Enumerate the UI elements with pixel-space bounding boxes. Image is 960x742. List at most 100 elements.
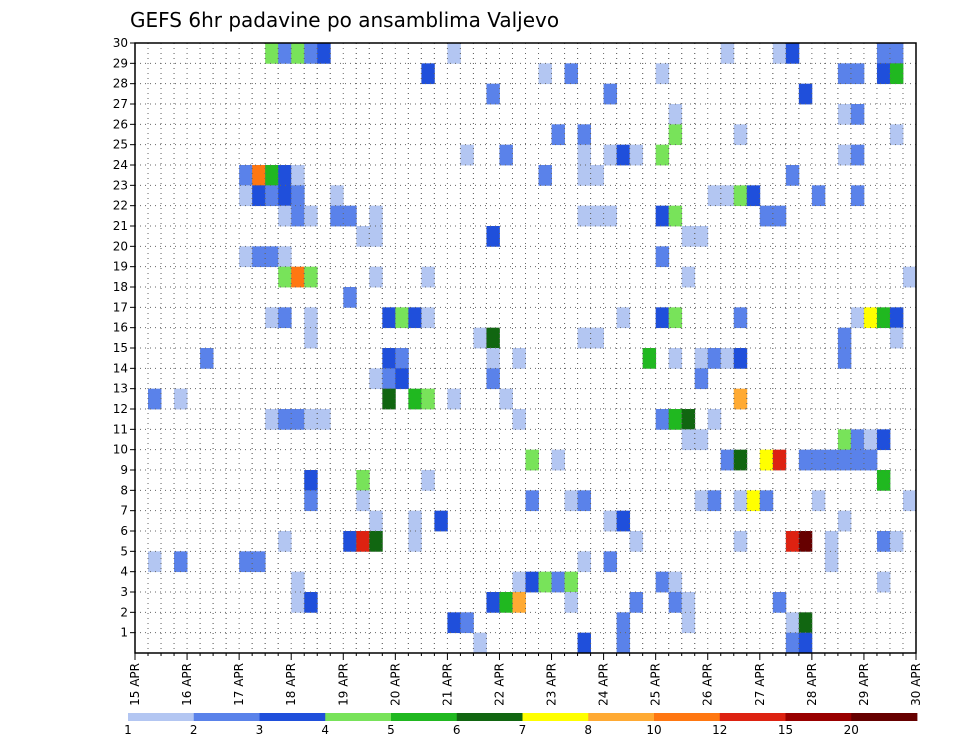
heatmap-cell	[252, 185, 266, 207]
heatmap-cell	[343, 205, 357, 227]
colorbar-swatch	[654, 713, 721, 721]
heatmap-cell	[694, 429, 709, 451]
y-tick-label: 19	[113, 260, 128, 274]
heatmap-cell	[265, 246, 279, 268]
x-tick-label: 16 APR	[180, 663, 194, 706]
heatmap-cell	[668, 205, 683, 227]
heatmap-cell	[421, 307, 435, 329]
x-tick-label: 19 APR	[336, 663, 350, 706]
heatmap-cell	[824, 531, 839, 552]
heatmap-cell	[850, 185, 865, 207]
heatmap-cell	[174, 551, 188, 573]
y-tick-label: 8	[120, 483, 128, 497]
heatmap-cell	[577, 124, 591, 146]
colorbar-label: 5	[387, 723, 395, 737]
heatmap-cell	[395, 368, 409, 390]
heatmap-cell	[499, 592, 513, 613]
heatmap-cell	[421, 470, 435, 491]
heatmap-cell	[395, 307, 409, 329]
heatmap-cell	[252, 551, 266, 573]
heatmap-cell	[668, 307, 683, 329]
heatmap-cell	[655, 246, 670, 268]
heatmap-cell	[252, 165, 266, 186]
heatmap-cell	[239, 185, 253, 207]
y-tick-label: 2	[120, 605, 128, 619]
heatmap-cell	[265, 185, 279, 207]
heatmap-cell	[486, 368, 500, 390]
colorbar-label: 20	[844, 723, 859, 737]
colorbar-label: 15	[778, 723, 793, 737]
heatmap-cell	[174, 388, 188, 410]
heatmap-cell	[512, 571, 526, 593]
y-tick-label: 21	[113, 219, 128, 233]
heatmap-cell	[837, 348, 852, 369]
heatmap-cell	[603, 83, 618, 105]
heatmap-cell	[772, 205, 787, 227]
x-tick-label: 21 APR	[440, 663, 454, 706]
colorbar-label: 3	[256, 723, 264, 737]
heatmap-cell	[265, 165, 279, 186]
chart-title: GEFS 6hr padavine po ansamblima Valjevo	[130, 8, 559, 32]
heatmap-cell	[824, 551, 839, 573]
heatmap-cell	[603, 510, 618, 532]
colorbar-label: 2	[190, 723, 198, 737]
heatmap-cell	[291, 205, 305, 227]
y-tick-label: 27	[113, 97, 128, 111]
y-tick-label: 28	[113, 77, 128, 91]
heatmap-cell	[785, 531, 800, 552]
heatmap-cell	[265, 307, 279, 329]
y-tick-label: 25	[113, 138, 128, 152]
colorbar-swatch	[456, 713, 523, 721]
x-tick-label: 30 APR	[909, 663, 923, 706]
heatmap-cell	[486, 327, 500, 349]
heatmap-cell	[434, 510, 448, 532]
x-tick-label: 20 APR	[388, 663, 402, 706]
colorbar-swatch	[785, 713, 852, 721]
heatmap-cell	[694, 490, 709, 512]
x-tick-label: 26 APR	[701, 663, 715, 706]
heatmap-cell	[590, 205, 604, 227]
heatmap-cell	[850, 104, 865, 125]
heatmap-cell	[733, 124, 748, 146]
heatmap-cell	[486, 348, 500, 369]
colorbar-label: 6	[453, 723, 461, 737]
heatmap-cell	[733, 490, 748, 512]
x-tick-label: 23 APR	[545, 663, 559, 706]
heatmap-cell	[668, 592, 683, 613]
heatmap-cell	[889, 307, 904, 329]
heatmap-cell	[486, 226, 500, 247]
heatmap-cell	[603, 551, 618, 573]
heatmap-cell	[902, 266, 917, 288]
heatmap-cell	[564, 571, 578, 593]
heatmap-cell	[694, 348, 709, 369]
heatmap-cell	[798, 83, 813, 105]
heatmap-cell	[291, 592, 305, 613]
heatmap-cell	[603, 205, 618, 227]
heatmap-cell	[265, 409, 279, 430]
heatmap-cell	[863, 307, 878, 329]
heatmap-cell	[291, 409, 305, 430]
heatmap-cell	[694, 368, 709, 390]
y-axis: 1234567891011121314151617181920212223242…	[113, 36, 135, 640]
heatmap-cell	[655, 571, 670, 593]
heatmap-cell	[148, 551, 162, 573]
heatmap-cell	[200, 348, 214, 369]
heatmap-cell	[304, 470, 318, 491]
heatmap-cell	[733, 449, 748, 471]
heatmap-cell	[278, 165, 292, 186]
heatmap-cell	[876, 43, 891, 64]
colorbar-swatch	[588, 713, 655, 721]
heatmap-cell	[668, 571, 683, 593]
heatmap-cell	[512, 409, 526, 430]
colorbar-swatch	[325, 713, 392, 721]
colorbar-label: 4	[321, 723, 329, 737]
heatmap-cell	[681, 612, 696, 634]
heatmap-cell	[668, 124, 683, 146]
heatmap-cell	[733, 388, 748, 410]
heatmap-cell	[577, 632, 591, 654]
heatmap-cell	[317, 43, 331, 64]
heatmap-cell	[382, 348, 396, 369]
heatmap-cell	[291, 165, 305, 186]
heatmap-cell	[408, 307, 422, 329]
heatmap-cell	[421, 388, 435, 410]
